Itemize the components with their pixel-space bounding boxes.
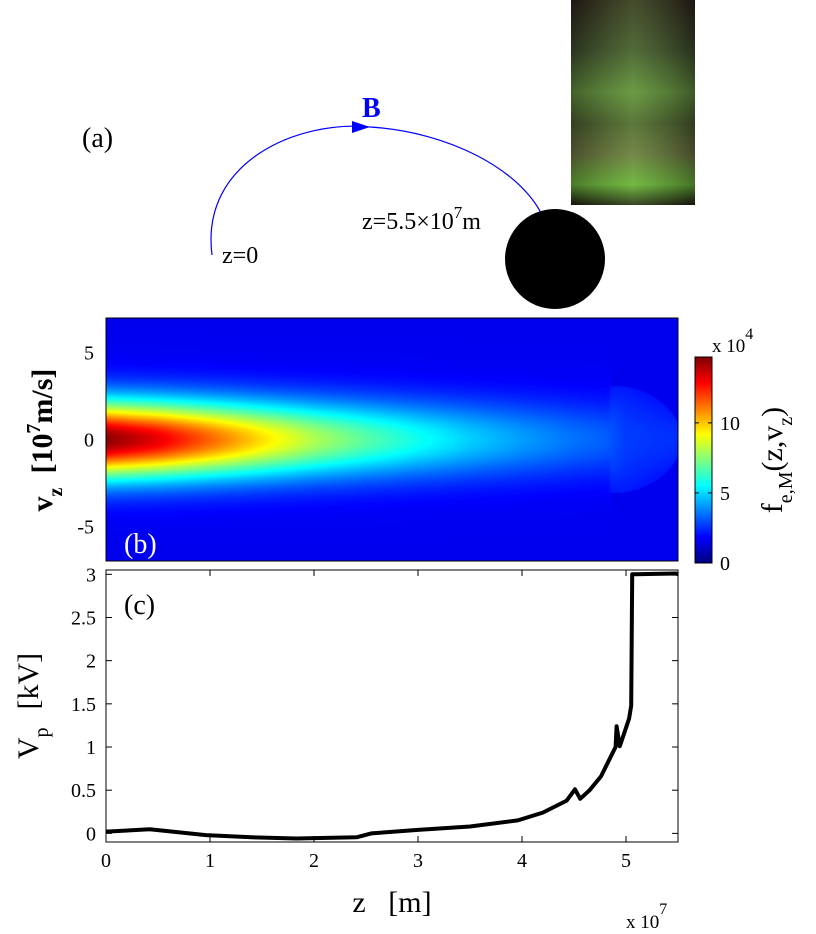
y-tick-label: 1.5 (71, 694, 96, 716)
panel-a: (a) B z=0 z=5.5×107m (82, 0, 695, 309)
panel-b-ytick-label: 0 (84, 430, 94, 452)
y-tick-label: 0 (86, 823, 96, 845)
colorbar-tick-label: 10 (720, 413, 740, 435)
planet-disc (505, 209, 605, 309)
x-tick-label: 5 (621, 850, 631, 872)
x-tick-label: 3 (413, 850, 423, 872)
magnetic-field-line (210, 125, 543, 256)
colorbar-multiplier: x 104 (712, 326, 753, 357)
distribution-heatmap (106, 318, 678, 561)
y-tick-label: 3 (86, 564, 96, 586)
colorbar (695, 357, 712, 563)
aurora-photo (571, 0, 695, 205)
field-label-b: B (362, 93, 381, 124)
x-tick-label: 1 (205, 850, 215, 872)
x-tick-label: 4 (517, 850, 527, 872)
x-tick-label: 2 (309, 850, 319, 872)
field-direction-arrow-icon (352, 121, 370, 133)
x-axis-label: z [m] (352, 886, 431, 919)
panel-b-ytick-label: -5 (77, 516, 94, 538)
z-end-label: z=5.5×107m (362, 203, 481, 235)
potential-curve (105, 571, 679, 841)
y-tick-label: 0.5 (71, 780, 96, 802)
colorbar-frame (694, 356, 713, 564)
panel-b-label: (b) (124, 529, 157, 560)
y-axis-label: Vp[kV] (12, 653, 53, 759)
panel-c: 0 1 2 3 4 5 0 0.5 1 1.5 2 2.5 3 (c) z [m] x 107 Vp[k… (12, 564, 679, 933)
panel-c-label: (c) (124, 590, 155, 621)
y-tick-label: 1 (86, 737, 96, 759)
colorbar-tick-label: 0 (720, 553, 730, 575)
x-axis-multiplier: x 107 (626, 901, 667, 933)
z-start-label: z=0 (222, 243, 258, 269)
panel-a-label: (a) (82, 123, 113, 154)
colorbar-label: fe,M(z,vz) (756, 407, 797, 513)
colorbar-tick-label: 5 (720, 483, 730, 505)
x-tick-label: 0 (101, 850, 111, 872)
y-tick-label: 2.5 (71, 607, 96, 629)
panel-b: -5 0 5 (b) vz[107m/s] 0 5 10 x 104 fe,M(z,vz… (23, 317, 797, 575)
line-plot-frame (105, 569, 679, 843)
panel-b-ylabel: vz[107m/s] (23, 369, 67, 512)
panel-b-ytick-label: 5 (84, 343, 94, 365)
y-tick-label: 2 (86, 651, 96, 673)
heatmap-frame (105, 317, 679, 562)
